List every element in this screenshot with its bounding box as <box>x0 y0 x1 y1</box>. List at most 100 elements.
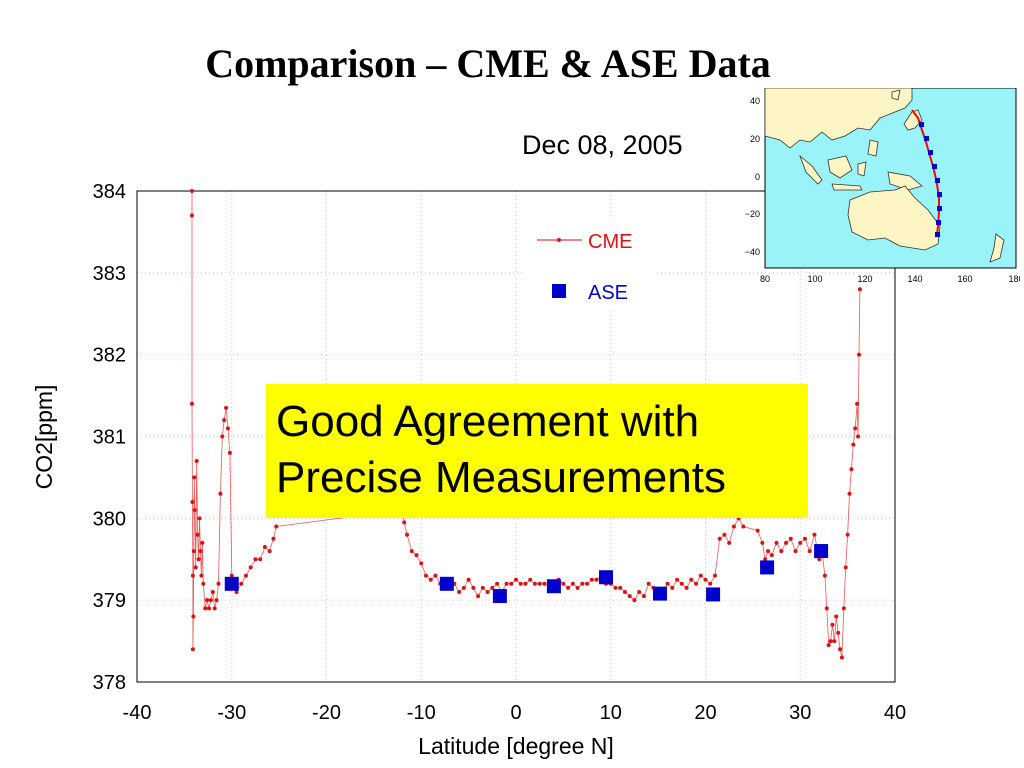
cme-point <box>857 287 862 292</box>
cme-point <box>190 499 195 504</box>
cme-point <box>641 594 646 599</box>
cme-point <box>580 581 585 586</box>
cme-point <box>207 606 212 611</box>
cme-point <box>793 549 798 554</box>
x-tick-label: 0 <box>510 702 521 724</box>
cme-point <box>192 475 197 480</box>
x-tick-label: -30 <box>217 702 246 724</box>
cme-point <box>271 536 276 541</box>
new-zealand-land <box>989 233 1005 263</box>
x-tick-label: -20 <box>312 702 341 724</box>
cme-point <box>838 647 843 652</box>
cme-point <box>856 434 861 439</box>
y-tick-label: 381 <box>93 427 126 449</box>
cme-point <box>784 540 789 545</box>
cme-point <box>405 532 410 537</box>
cme-point <box>855 401 860 406</box>
cme-point <box>613 585 618 590</box>
y-tick-label: 379 <box>93 590 126 612</box>
cme-point <box>258 557 263 562</box>
cme-point <box>197 516 202 521</box>
cme-point <box>218 491 223 496</box>
cme-point <box>760 540 765 545</box>
cme-point <box>755 528 760 533</box>
cme-point <box>542 581 547 586</box>
cme-point <box>849 467 854 472</box>
cme-point <box>824 606 829 611</box>
x-tick-label: -10 <box>407 702 436 724</box>
cme-point <box>708 581 713 586</box>
cme-point <box>205 598 210 603</box>
cme-point <box>224 405 229 410</box>
map-axes: 80 100 120 140 160 180 40 20 0 −20 −40 <box>745 96 1020 284</box>
cme-point <box>822 573 827 578</box>
cme-point <box>843 565 848 570</box>
cme-point <box>190 573 195 578</box>
cme-point <box>632 598 637 603</box>
cme-point <box>189 213 194 218</box>
cme-point <box>471 585 476 590</box>
cme-point <box>589 577 594 582</box>
cme-point <box>703 577 708 582</box>
map-y-tick: 0 <box>755 172 760 182</box>
cme-point <box>812 532 817 537</box>
cme-point <box>222 418 227 423</box>
cme-point <box>201 581 206 586</box>
route-map-inset: 80 100 120 140 160 180 40 20 0 −20 −40 <box>745 88 1020 284</box>
ase-point <box>224 576 239 591</box>
cme-point <box>195 532 200 537</box>
cme-point <box>731 524 736 529</box>
cme-point <box>684 585 689 590</box>
cme-point <box>675 577 680 582</box>
cme-point <box>274 524 279 529</box>
map-x-tick: 100 <box>807 274 822 284</box>
callout-box: Good Agreement with Precise Measurements <box>266 384 808 518</box>
sumatra-land <box>799 154 823 185</box>
cme-point <box>191 614 196 619</box>
cme-point <box>212 606 217 611</box>
asia-landmass <box>764 88 913 149</box>
cme-point <box>637 589 642 594</box>
cme-point <box>199 573 204 578</box>
cme-point <box>670 585 675 590</box>
cme-point <box>466 577 471 582</box>
cme-point <box>618 585 623 590</box>
cme-point <box>798 540 803 545</box>
map-y-tick: 20 <box>750 134 760 144</box>
y-tick-label: 380 <box>93 508 126 530</box>
y-axis-label: CO2[ppm] <box>31 385 57 490</box>
cme-point <box>262 544 267 549</box>
x-tick-label: 10 <box>600 702 622 724</box>
cme-point <box>817 557 822 562</box>
cme-point <box>518 581 523 586</box>
ase-point <box>706 587 721 602</box>
ase-point <box>439 576 454 591</box>
cme-point <box>802 536 807 541</box>
y-tick-label: 384 <box>93 181 126 203</box>
ase-point <box>546 579 561 594</box>
cme-point <box>689 577 694 582</box>
cme-point <box>227 450 232 455</box>
cme-point <box>229 573 234 578</box>
cme-point <box>622 589 627 594</box>
x-tick-label: 20 <box>694 702 716 724</box>
cme-point <box>198 549 203 554</box>
cme-point <box>189 189 194 193</box>
borneo-land <box>827 155 853 179</box>
cme-point <box>504 581 509 586</box>
map-y-tick: −20 <box>745 209 760 219</box>
map-y-tick: −40 <box>745 247 760 257</box>
cme-point <box>727 540 732 545</box>
cme-point <box>694 581 699 586</box>
cme-point <box>575 585 580 590</box>
cme-point <box>698 573 703 578</box>
cme-point <box>532 581 537 586</box>
track-markers <box>919 122 942 237</box>
map-x-tick: 80 <box>760 274 770 284</box>
cme-point <box>830 622 835 627</box>
ase-point <box>653 586 668 601</box>
cme-point <box>570 581 575 586</box>
cme-point <box>234 589 239 594</box>
map-y-tick: 40 <box>750 96 760 106</box>
chart-legend: CME ASE <box>522 222 654 310</box>
